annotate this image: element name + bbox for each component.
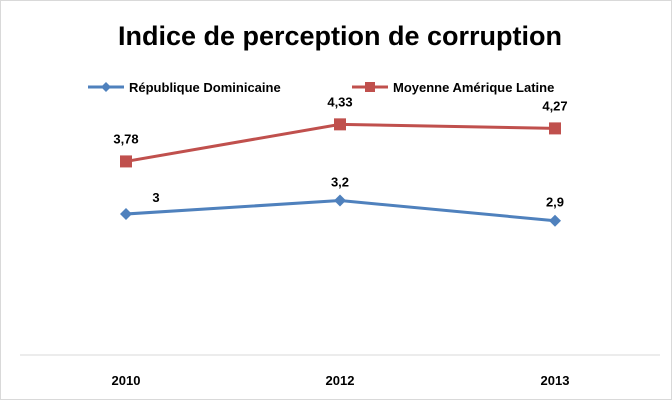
x-axis-tick-labels: 2010 2012 2013 [112, 373, 570, 388]
data-label-republique-dominicaine-2010: 3 [152, 190, 159, 205]
legend-label-republique-dominicaine: République Dominicaine [129, 80, 281, 95]
legend-marker-diamond [101, 82, 111, 92]
data-label-republique-dominicaine-2012: 3,2 [331, 175, 349, 190]
x-tick-label-2010: 2010 [112, 373, 141, 388]
data-label-moyenne-amerique-latine-2013: 4,27 [542, 98, 567, 113]
data-point-republique-dominicaine-2012 [334, 194, 346, 207]
data-point-republique-dominicaine-2010 [120, 208, 132, 220]
data-label-republique-dominicaine-2013: 2,9 [546, 195, 564, 210]
data-point-moyenne-amerique-latine-2012 [334, 118, 346, 131]
series-republique-dominicaine: 3 3,2 2,9 [120, 175, 564, 227]
legend: République Dominicaine Moyenne Amérique … [88, 80, 554, 95]
data-label-moyenne-amerique-latine-2012: 4,33 [327, 94, 352, 109]
data-point-republique-dominicaine-2013 [549, 214, 561, 227]
legend-item-moyenne-amerique-latine: Moyenne Amérique Latine [352, 80, 554, 95]
chart-title: Indice de perception de corruption [118, 21, 562, 51]
x-tick-label-2012: 2012 [326, 373, 355, 388]
legend-item-republique-dominicaine: République Dominicaine [88, 80, 281, 95]
data-label-moyenne-amerique-latine-2010: 3,78 [113, 131, 138, 146]
legend-label-moyenne-amerique-latine: Moyenne Amérique Latine [393, 80, 554, 95]
data-point-moyenne-amerique-latine-2013 [549, 122, 561, 135]
x-tick-label-2013: 2013 [541, 373, 570, 388]
data-point-moyenne-amerique-latine-2010 [120, 155, 132, 168]
series-moyenne-amerique-latine: 3,78 4,33 4,27 [113, 94, 568, 168]
legend-marker-square [365, 82, 375, 92]
plot-area: 3 3,2 2,9 3,78 4,33 4,27 [113, 94, 568, 227]
